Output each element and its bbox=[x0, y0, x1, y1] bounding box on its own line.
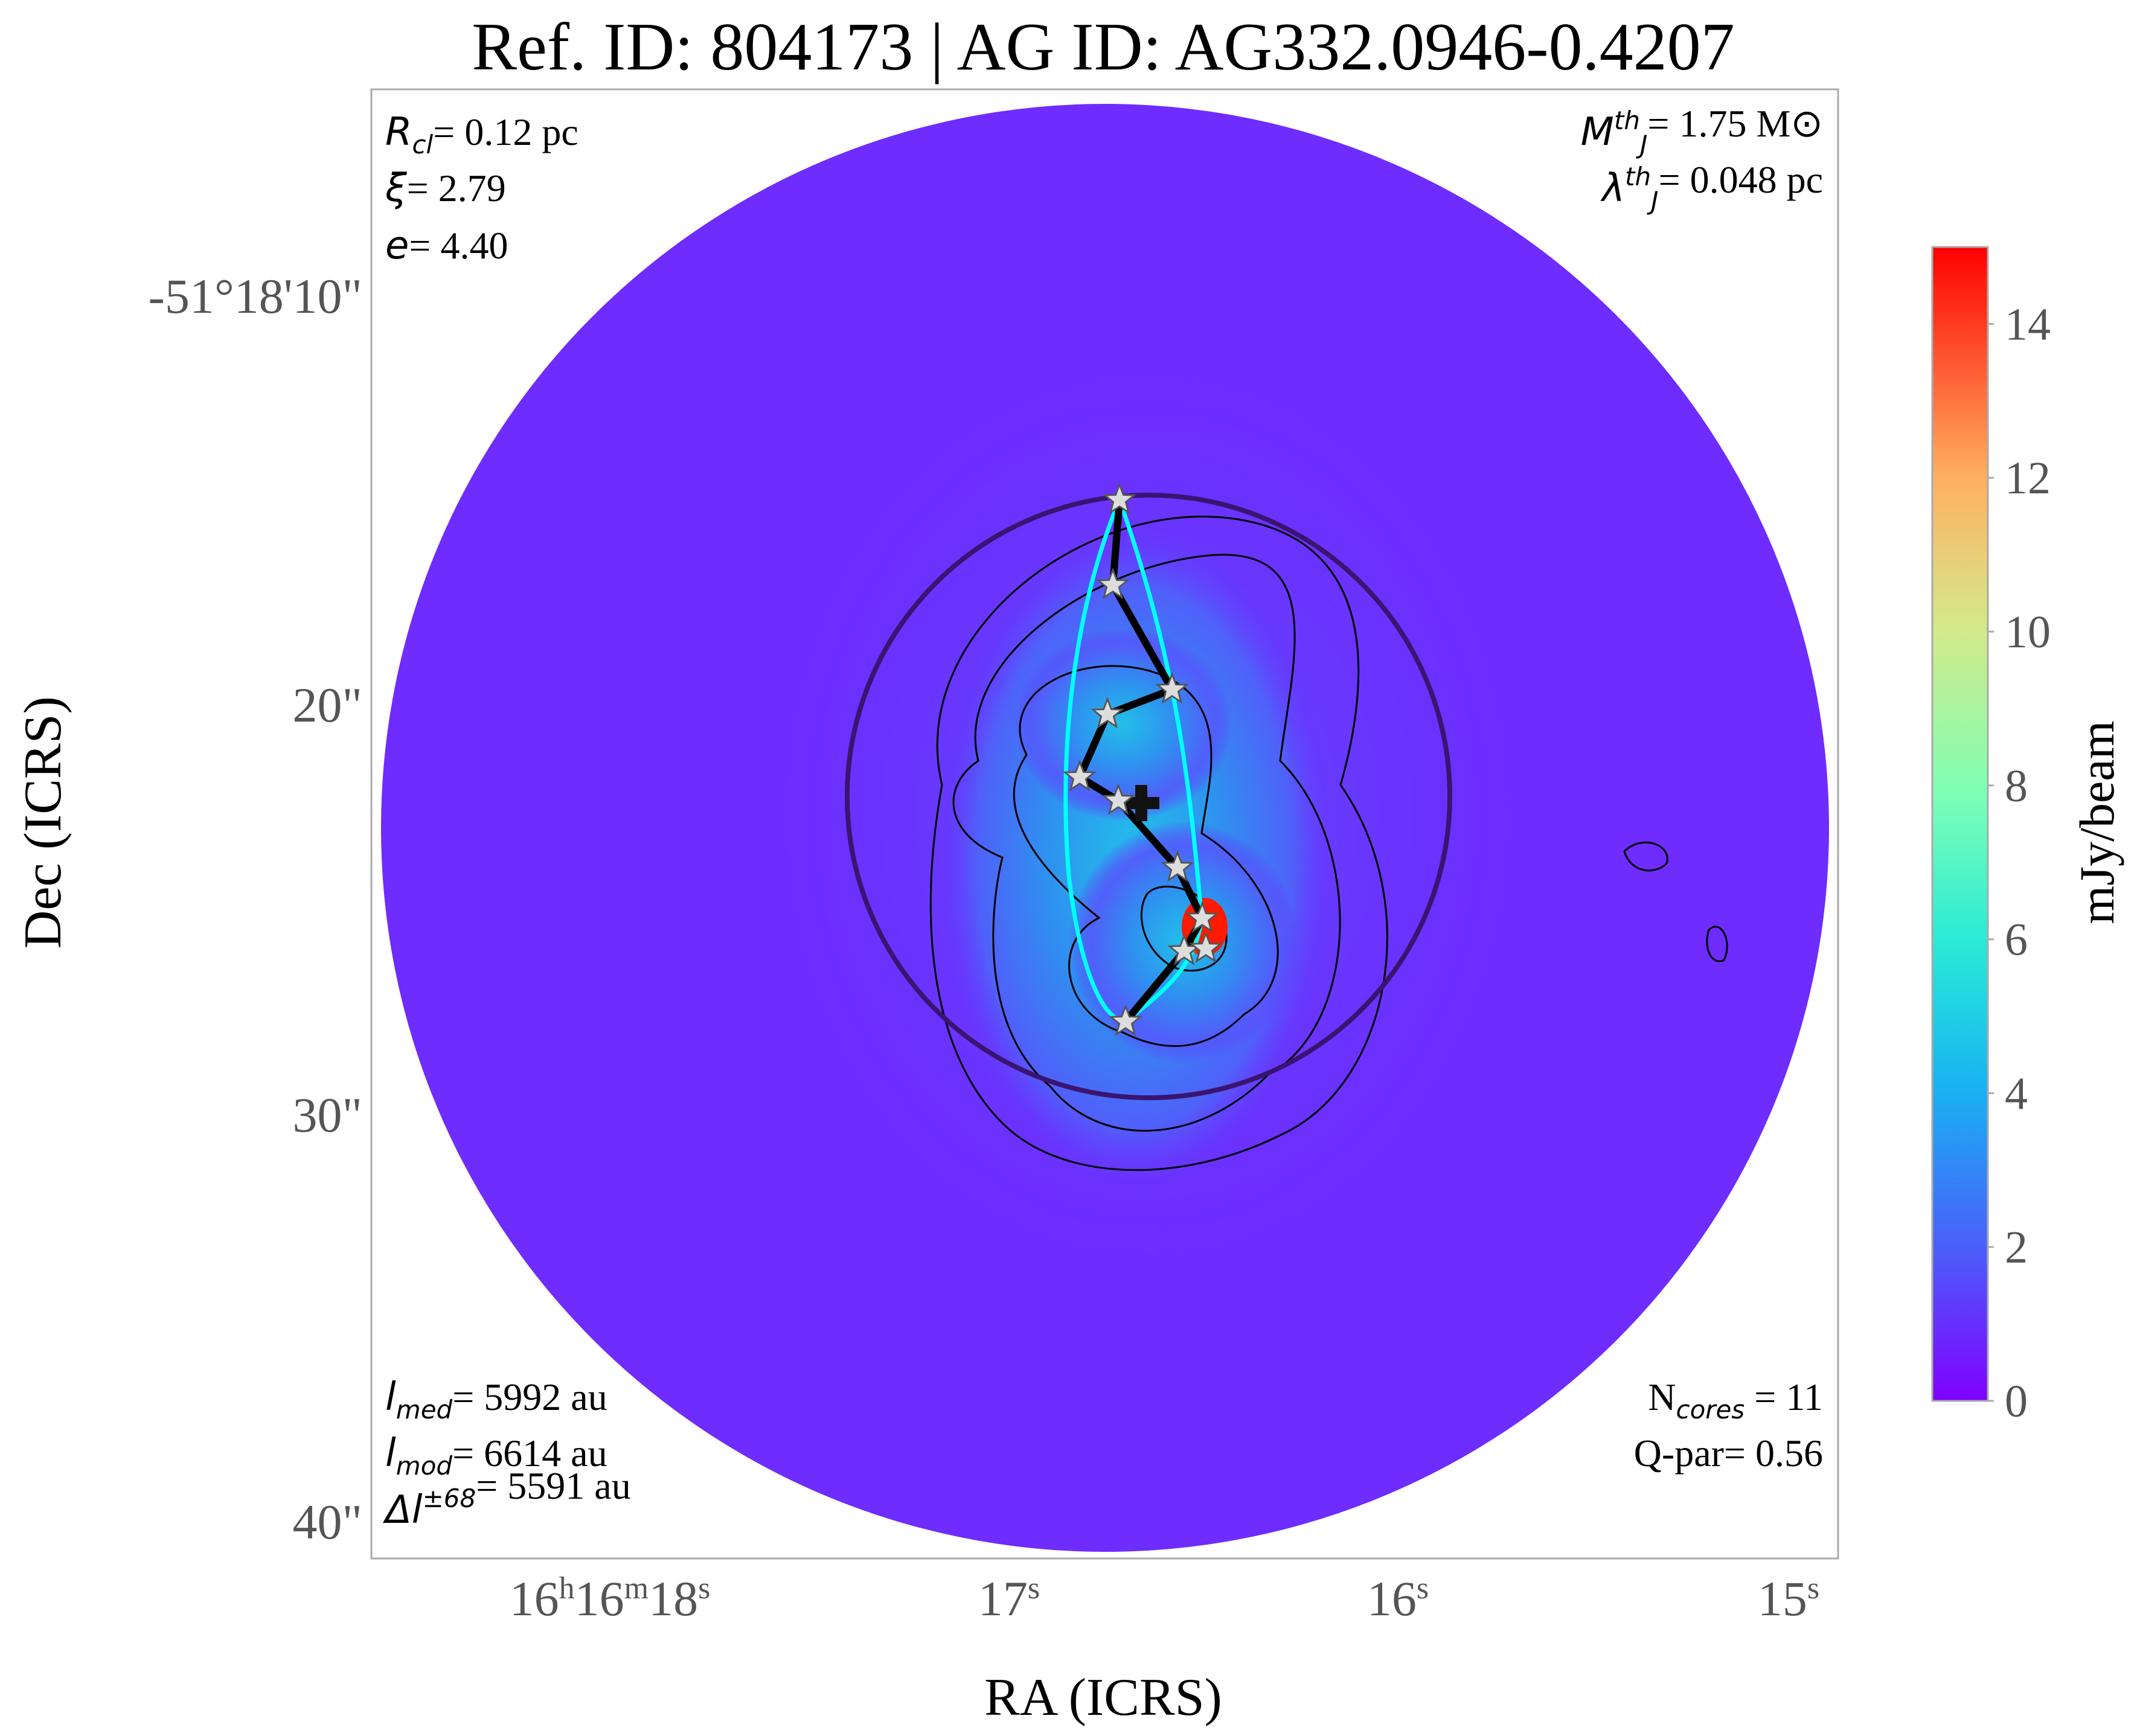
colorbar-label: mJy/beam bbox=[2069, 720, 2124, 924]
annotation-sub: med bbox=[396, 1395, 453, 1424]
x-axis-label: RA (ICRS) bbox=[984, 1668, 1222, 1727]
colorbar-tick-label: 10 bbox=[2005, 607, 2051, 658]
annotation-symbol: e bbox=[385, 223, 409, 268]
annotation-sup: th bbox=[1625, 162, 1651, 191]
center-marker bbox=[1123, 785, 1159, 821]
annotation-text: = 5591 au bbox=[476, 1464, 631, 1507]
colorbar-tick-label: 8 bbox=[2005, 761, 2028, 812]
annotation-text: = 1.75 M⊙ bbox=[1647, 102, 1823, 145]
y-tick-label: 20" bbox=[293, 677, 362, 732]
x-tick-label: 16h16m18s bbox=[510, 1571, 711, 1627]
annotation: lmod= 6614 au bbox=[385, 1431, 607, 1481]
chart-title: Ref. ID: 804173 | AG ID: AG332.0946-0.42… bbox=[472, 10, 1734, 85]
image-panel bbox=[370, 88, 1839, 1560]
annotation-symbol: l bbox=[385, 1431, 396, 1476]
annotation-symbol: ξ bbox=[385, 166, 408, 211]
annotation: lmed= 5992 au bbox=[385, 1375, 607, 1424]
y-tick-label: -51°18'10" bbox=[149, 269, 362, 324]
colorbar-tick-label: 6 bbox=[2005, 915, 2028, 966]
annotation-text: = 2.79 bbox=[407, 167, 506, 210]
colorbar-tick-label: 2 bbox=[2005, 1222, 2028, 1273]
colorbar-tick-label: 12 bbox=[2005, 453, 2051, 504]
annotation-text: = 0.048 pc bbox=[1659, 158, 1824, 201]
annotation-symbol: R bbox=[385, 110, 412, 155]
annotation: Ncores = 11 bbox=[1648, 1376, 1823, 1424]
annotation-text2: = 11 bbox=[1745, 1376, 1823, 1418]
y-axis-label: Dec (ICRS) bbox=[14, 696, 72, 949]
annotation-text: = 4.40 bbox=[409, 224, 508, 267]
annotation-symbol: l bbox=[385, 1375, 396, 1420]
annotation-symbol: Δl bbox=[382, 1488, 423, 1533]
annotation-sub: cores bbox=[1676, 1395, 1745, 1424]
annotation: Rcl= 0.12 pc bbox=[385, 110, 578, 159]
annotation-sub: mod bbox=[396, 1451, 453, 1481]
y-tick-label: 30" bbox=[293, 1087, 362, 1142]
annotation: ξ= 2.79 bbox=[385, 166, 506, 211]
annotation: e= 4.40 bbox=[385, 223, 508, 268]
mst bbox=[1075, 499, 1206, 1024]
annotation-symbol: λ bbox=[1600, 166, 1625, 211]
annotation-sup: ±68 bbox=[423, 1484, 476, 1513]
annotation-symbol: M bbox=[1581, 110, 1614, 155]
annotation-text: = 5992 au bbox=[452, 1376, 607, 1418]
annotation: MthJ= 1.75 M⊙ bbox=[1581, 102, 1823, 159]
annotation-text: = 0.12 pc bbox=[433, 111, 578, 153]
colorbar bbox=[1931, 246, 1989, 1402]
annotation-sup: th bbox=[1614, 106, 1640, 135]
fit-circle bbox=[845, 493, 1452, 1100]
x-tick-label: 16s bbox=[1367, 1571, 1429, 1627]
colorbar-tick-label: 4 bbox=[2005, 1068, 2028, 1119]
annotation-text: Q-par= 0.56 bbox=[1634, 1432, 1823, 1475]
colorbar-tick-label: 0 bbox=[2005, 1376, 2028, 1427]
annotation-text: N bbox=[1648, 1376, 1676, 1418]
annotation-sub: cl bbox=[412, 130, 433, 159]
y-tick-label: 40" bbox=[293, 1494, 362, 1549]
annotation: Δl±68= 5591 au bbox=[382, 1464, 631, 1533]
annotation: Q-par= 0.56 bbox=[1634, 1432, 1823, 1475]
annotation-text: = 6614 au bbox=[452, 1432, 607, 1475]
x-tick-label: 15s bbox=[1758, 1571, 1819, 1627]
x-tick-label: 17s bbox=[978, 1571, 1040, 1627]
colorbar-tick-label: 14 bbox=[2005, 299, 2051, 350]
